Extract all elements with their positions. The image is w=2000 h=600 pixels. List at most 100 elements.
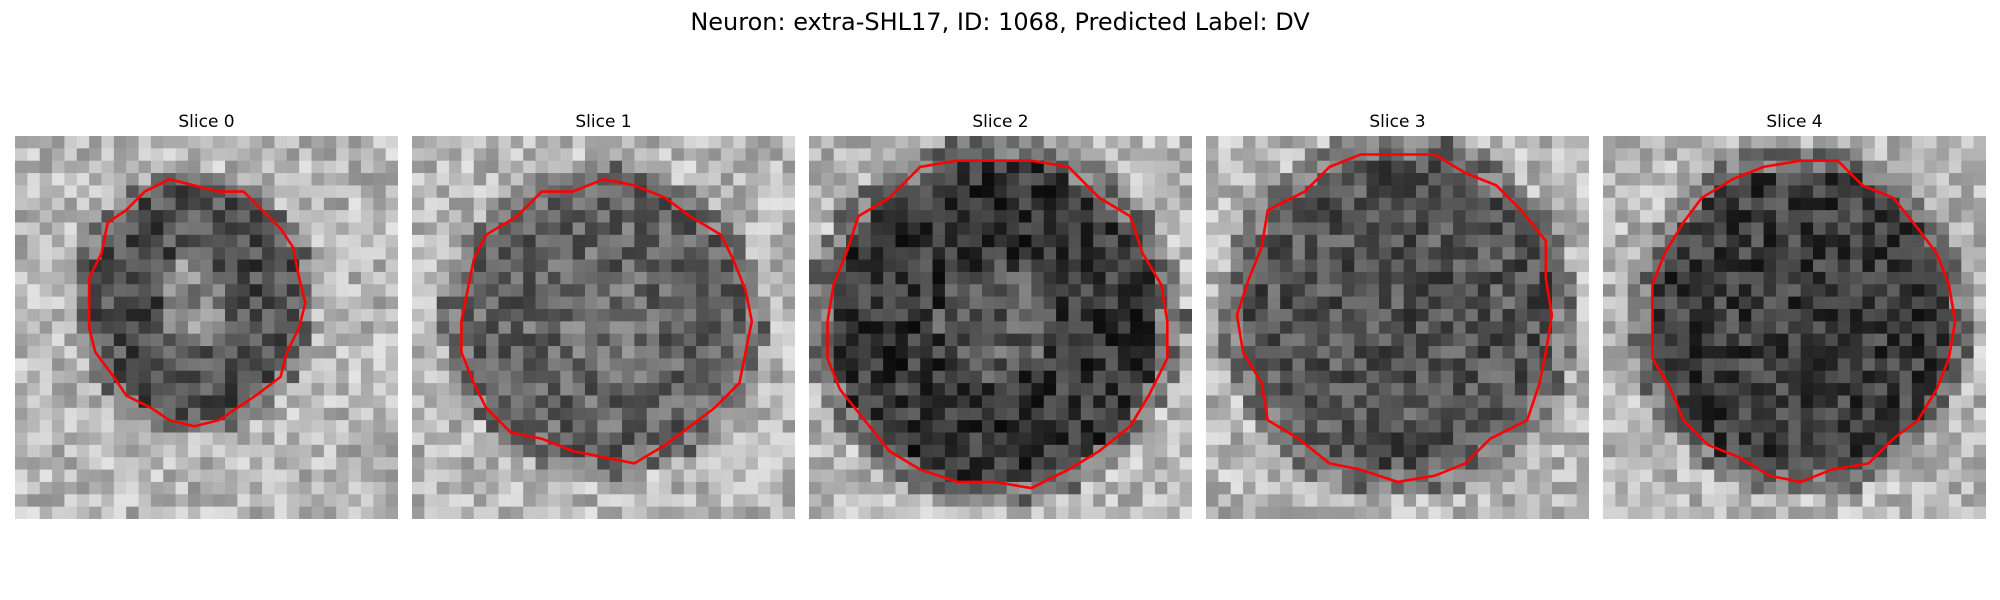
image-pixel [1862,407,1876,421]
image-pixel [560,358,574,372]
image-pixel [745,234,759,248]
image-pixel [1167,346,1181,359]
image-pixel [212,296,226,310]
image-pixel [424,160,438,174]
image-pixel [757,321,771,335]
image-pixel [560,136,574,149]
image-pixel [64,308,78,322]
image-pixel [1043,234,1057,248]
image-pixel [1751,395,1765,409]
image-pixel [1428,494,1442,508]
image-pixel [821,506,835,519]
image-pixel [360,308,374,322]
image-pixel [1514,259,1528,273]
image-pixel [1961,346,1975,359]
image-pixel [895,210,909,224]
image-pixel [646,160,660,174]
image-pixel [671,197,685,211]
image-pixel [237,420,251,434]
image-pixel [1093,148,1107,162]
image-pixel [461,173,475,187]
image-pixel [1117,197,1131,211]
image-pixel [1453,469,1467,483]
image-pixel [1924,506,1938,519]
image-pixel [1887,370,1901,384]
image-pixel [1006,469,1020,483]
image-pixel [1329,222,1343,236]
image-pixel [1280,173,1294,187]
image-pixel [1206,271,1219,285]
image-pixel [1763,481,1777,495]
image-pixel [1117,481,1131,495]
image-pixel [1378,346,1392,359]
image-pixel [733,383,747,397]
image-pixel [547,506,561,519]
image-pixel [1093,321,1107,335]
image-pixel [1117,160,1131,174]
image-pixel [622,346,635,359]
image-pixel [1304,321,1318,335]
image-pixel [1130,271,1144,285]
image-pixel [1775,247,1789,261]
image-pixel [1477,321,1491,335]
image-pixel [1093,358,1107,372]
image-pixel [163,469,177,483]
image-pixel [249,481,263,495]
image-pixel [348,346,362,359]
segmentation-contour [460,177,754,465]
image-pixel [1825,346,1839,359]
image-pixel [138,259,152,273]
image-pixel [597,296,611,310]
image-pixel [1714,346,1728,359]
image-pixel [1714,160,1728,174]
image-pixel [1887,457,1901,471]
image-pixel [225,383,238,397]
image-pixel [138,494,152,508]
image-pixel [597,284,611,298]
image-pixel [1304,420,1318,434]
image-pixel [597,247,611,261]
image-pixel [1206,383,1219,397]
image-pixel [1652,284,1666,298]
image-pixel [424,346,438,359]
image-pixel [1527,432,1541,446]
image-pixel [498,271,512,285]
image-pixel [720,210,734,224]
image-pixel [473,296,487,310]
image-pixel [1576,370,1589,384]
image-pixel [449,506,463,519]
image-pixel [348,234,362,248]
image-pixel [957,370,971,384]
image-pixel [1887,333,1901,347]
image-pixel [1775,370,1789,384]
image-pixel [1701,234,1715,248]
image-pixel [1292,370,1306,384]
image-pixel [1615,210,1629,224]
image-pixel [138,481,152,495]
image-pixel [348,444,362,458]
image-pixel [27,308,41,322]
image-pixel [1936,136,1950,149]
image-pixel [323,197,337,211]
image-pixel [1391,136,1405,149]
image-pixel [1911,247,1925,261]
image-pixel [1850,358,1864,372]
image-pixel [560,296,574,310]
image-pixel [1019,259,1032,273]
image-pixel [1142,308,1156,322]
image-pixel [622,481,635,495]
image-pixel [535,333,549,347]
image-pixel [1056,494,1070,508]
image-pixel [89,321,103,335]
image-pixel [1961,481,1975,495]
image-pixel [1416,370,1429,384]
image-pixel [683,358,697,372]
image-pixel [15,210,28,224]
image-pixel [64,148,78,162]
image-pixel [1366,395,1380,409]
image-pixel [1664,346,1678,359]
image-pixel [858,296,872,310]
image-pixel [1751,284,1765,298]
image-pixel [1317,370,1331,384]
image-pixel [1714,420,1728,434]
